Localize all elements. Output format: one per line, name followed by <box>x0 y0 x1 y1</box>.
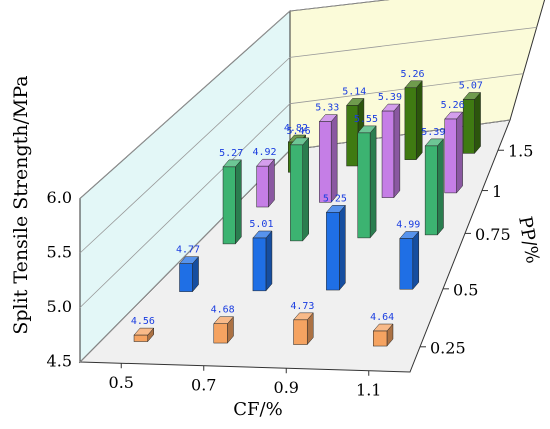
bar-side <box>437 138 444 236</box>
value-label: 5.39 <box>378 92 402 103</box>
bar-front <box>404 87 417 160</box>
y-tick-label: 1 <box>492 182 502 201</box>
value-label: 4.64 <box>370 312 394 323</box>
bar-side <box>265 230 273 292</box>
bar <box>381 103 401 199</box>
y-tick-label: 0.75 <box>475 225 511 244</box>
bar <box>292 312 314 346</box>
value-label: 5.26 <box>401 69 425 80</box>
bar-front <box>399 238 414 290</box>
z-tick-label: 4.5 <box>47 352 72 371</box>
value-label: 5.39 <box>421 127 445 138</box>
bar <box>399 230 420 290</box>
value-label: 4.73 <box>290 301 314 312</box>
bar <box>462 91 482 155</box>
value-label: 4.92 <box>253 147 277 158</box>
bar <box>404 80 423 161</box>
bar-front <box>444 118 457 194</box>
value-label: 4.56 <box>131 316 155 327</box>
bar-side <box>268 158 275 208</box>
bar-front <box>133 334 148 342</box>
bar-front <box>373 330 388 347</box>
bar-side <box>302 137 309 242</box>
bar-front <box>424 145 438 236</box>
x-tick-label: 0.9 <box>274 378 299 397</box>
x-tick-label: 1.1 <box>356 380 381 399</box>
z-tick-label: 5.0 <box>47 297 72 316</box>
bar-front <box>462 99 475 154</box>
z-tick-label: 5.5 <box>47 243 72 262</box>
bar-front <box>256 165 269 208</box>
x-axis-title: CF/% <box>233 399 282 420</box>
bar <box>133 327 155 343</box>
value-label: 4.68 <box>211 305 235 316</box>
value-label: 4.77 <box>176 245 200 256</box>
value-label: 5.25 <box>323 193 347 204</box>
bar-side <box>415 80 423 161</box>
y-axis-title: PP/% <box>514 215 543 265</box>
bar <box>222 159 242 245</box>
bar <box>252 230 273 292</box>
bar-front <box>381 110 395 198</box>
bar-side <box>339 204 346 291</box>
bar-front <box>290 144 303 242</box>
bar <box>256 158 276 208</box>
bar-front <box>326 212 340 291</box>
bar <box>357 125 377 239</box>
bar-front <box>213 323 228 344</box>
x-tick-label: 0.5 <box>109 373 134 392</box>
y-tick-label: 0.5 <box>453 280 478 299</box>
bar <box>289 137 310 242</box>
bar-front <box>357 132 371 239</box>
y-tick-label: 0.25 <box>430 338 466 357</box>
bar <box>444 111 464 194</box>
x-tick-label: 0.7 <box>191 375 216 394</box>
bar-front <box>222 166 236 245</box>
value-label: 5.46 <box>287 126 311 137</box>
z-tick-label: 6.0 <box>47 188 72 207</box>
value-label: 4.99 <box>396 219 420 230</box>
bar-side <box>474 91 481 155</box>
bar <box>372 323 394 347</box>
bar-side <box>235 159 242 245</box>
value-label: 5.55 <box>354 114 378 125</box>
bar <box>318 113 338 203</box>
bar-front <box>252 237 267 292</box>
value-label: 5.07 <box>459 80 483 91</box>
value-label: 5.27 <box>219 148 243 159</box>
bar-side <box>456 111 463 194</box>
bar <box>178 255 200 293</box>
bar-side <box>369 125 377 239</box>
value-label: 4.82 <box>284 123 308 134</box>
grid-line <box>79 26 537 254</box>
bar <box>325 204 346 291</box>
grid-line <box>79 73 524 308</box>
value-label: 5.33 <box>315 103 339 114</box>
z-axis-title: Split Tensile Strength/MPa <box>10 75 32 334</box>
value-label: 5.14 <box>342 86 366 97</box>
bar-front <box>319 121 332 203</box>
bar <box>213 316 235 344</box>
bar <box>424 138 445 236</box>
bar-front <box>293 319 308 345</box>
value-label: 5.01 <box>249 219 273 230</box>
value-label: 5.26 <box>441 100 465 111</box>
grid-line <box>79 0 390 199</box>
bar-front <box>179 263 193 292</box>
bar-side <box>412 230 420 290</box>
bar-side <box>330 113 338 203</box>
bar-side <box>393 103 401 199</box>
y-tick-label: 1.5 <box>508 142 533 161</box>
